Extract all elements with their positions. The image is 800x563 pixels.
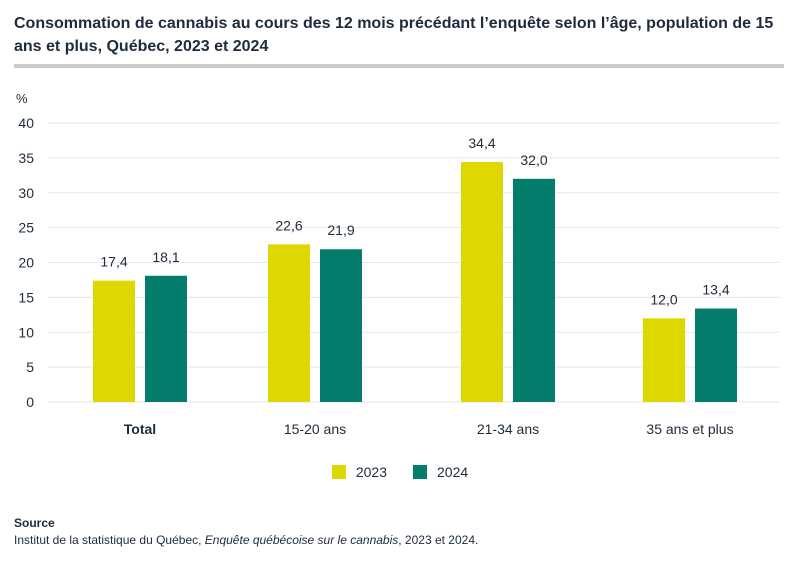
source-survey-name: Enquête québécoise sur le cannabis (204, 533, 399, 547)
y-tick-label: 25 (18, 220, 34, 236)
bar-2024-1[interactable] (320, 249, 362, 402)
bar-2024-2[interactable] (513, 178, 555, 402)
bar-2023-1[interactable] (268, 244, 310, 402)
source-text-prefix: Institut de la statistique du Québec, (14, 533, 205, 547)
bar-2024-3[interactable] (695, 308, 737, 402)
data-label-2024-2: 32,0 (520, 152, 547, 168)
x-tick-label: 15-20 ans (284, 421, 346, 437)
y-tick-label: 5 (26, 359, 34, 375)
bar-2024-0[interactable] (145, 275, 187, 402)
data-label-2024-0: 18,1 (152, 249, 179, 265)
y-axis-ticks: 0 5 10 15 20 25 30 35 40 (18, 115, 34, 410)
source-note: Source Institut de la statistique du Qué… (14, 515, 478, 549)
legend-swatch-2024 (413, 465, 427, 479)
legend-item-2024[interactable]: 2024 (413, 464, 468, 480)
legend-swatch-2023 (331, 465, 346, 479)
y-tick-label: 40 (18, 115, 34, 131)
legend: 2023 2024 (0, 464, 800, 480)
data-labels: 17,4 18,1 22,6 21,9 34,4 32,0 12,0 13,4 (100, 135, 729, 307)
y-tick-label: 20 (18, 255, 34, 271)
source-text: Institut de la statistique du Québec, En… (14, 532, 478, 549)
source-text-suffix: , 2023 et 2024. (398, 533, 479, 547)
legend-label-2023: 2023 (355, 464, 387, 480)
data-label-2023-3: 12,0 (650, 291, 677, 307)
title-divider (14, 64, 784, 68)
y-tick-label: 30 (18, 185, 34, 201)
x-tick-label: Total (124, 421, 156, 437)
legend-label-2024: 2024 (437, 464, 469, 480)
bar-2023-0[interactable] (93, 280, 135, 402)
source-heading: Source (14, 516, 55, 530)
data-label-2024-3: 13,4 (702, 282, 729, 298)
x-axis-ticks: Total 15-20 ans 21-34 ans 35 ans et plus (124, 421, 734, 437)
x-tick-label: 21-34 ans (477, 421, 539, 437)
data-label-2023-2: 34,4 (468, 135, 495, 151)
bar-chart: 0 5 10 15 20 25 30 35 40 17,4 18,1 22,6 21,9 34,4 32,… (18, 115, 780, 437)
x-tick-label: 35 ans et plus (646, 421, 733, 437)
bars (93, 162, 737, 402)
y-axis-unit-label: % (16, 91, 28, 106)
y-tick-label: 0 (26, 394, 34, 410)
y-tick-label: 15 (18, 289, 34, 305)
y-tick-label: 35 (18, 150, 34, 166)
chart-title: Consommation de cannabis au cours des 12… (14, 15, 774, 55)
bar-2023-3[interactable] (643, 318, 685, 402)
bar-2023-2[interactable] (461, 162, 503, 402)
data-label-2023-1: 22,6 (275, 217, 302, 233)
legend-item-2023[interactable]: 2023 (331, 464, 387, 480)
data-label-2023-0: 17,4 (100, 254, 127, 270)
data-label-2024-1: 21,9 (327, 222, 354, 238)
y-tick-label: 10 (18, 324, 34, 340)
